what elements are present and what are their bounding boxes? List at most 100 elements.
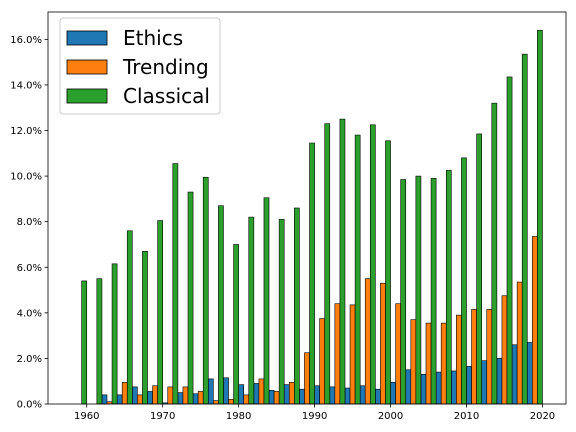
- bar-trending-1967: [137, 394, 143, 405]
- bar-ethics-1991: [314, 385, 320, 405]
- bar-classical-1979: [233, 244, 239, 405]
- bar-classical-2019: [537, 29, 543, 405]
- legend-swatch-ethics: [66, 30, 108, 46]
- bar-ethics-1967: [132, 386, 138, 405]
- bar-classical-1973: [187, 191, 194, 405]
- bar-trending-2005: [425, 322, 432, 405]
- bar-classical-1991: [324, 123, 331, 405]
- bar-classical-1989: [309, 142, 315, 405]
- bar-ethics-1995: [344, 387, 351, 405]
- bar-ethics-1987: [283, 384, 290, 405]
- bar-classical-1975: [202, 176, 209, 405]
- bar-trending-1985: [273, 391, 280, 405]
- bar-trending-1991: [319, 318, 326, 405]
- bar-ethics-1999: [375, 388, 381, 405]
- bar-classical-2007: [445, 170, 452, 405]
- legend-label-classical: Classical: [123, 84, 210, 108]
- y-tick-label: 0.0%: [17, 400, 42, 411]
- bar-trending-1999: [380, 282, 386, 405]
- legend-swatch-classical: [66, 88, 108, 104]
- y-tick-label: 14.0%: [10, 80, 42, 91]
- bar-classical-2003: [415, 175, 422, 405]
- bar-classical-1967: [142, 251, 148, 405]
- bar-classical-2005: [430, 178, 437, 405]
- bar-ethics-1997: [359, 385, 366, 405]
- bar-classical-1985: [278, 219, 285, 405]
- x-tick-label: 1970: [150, 411, 175, 422]
- bar-trending-1983: [258, 378, 265, 405]
- bar-ethics-1981: [238, 384, 245, 405]
- bar-ethics-1989: [299, 388, 305, 405]
- x-tick-label: 2000: [378, 411, 403, 422]
- bar-ethics-2007: [435, 371, 442, 405]
- bar-classical-1993: [339, 118, 346, 405]
- bar-ethics-1975: [192, 393, 199, 405]
- y-tick-label: 16.0%: [10, 35, 42, 46]
- bar-ethics-1965: [116, 394, 123, 405]
- bar-classical-2015: [506, 76, 513, 405]
- bar-trending-2019: [532, 236, 538, 405]
- bar-trending-1981: [243, 394, 250, 405]
- bar-ethics-2011: [466, 366, 472, 405]
- bar-trending-2013: [486, 309, 493, 405]
- bar-trending-1995: [349, 304, 356, 405]
- y-tick-label: 6.0%: [17, 263, 42, 274]
- legend: Ethics Trending Classical: [59, 17, 221, 115]
- bar-classical-1981: [248, 216, 255, 405]
- bar-classical-2013: [491, 102, 498, 405]
- bar-classical-1969: [157, 220, 163, 405]
- bar-classical-1965: [126, 230, 133, 405]
- bar-trending-1993: [334, 303, 341, 405]
- y-axis: 0.0% 2.0% 4.0% 6.0% 8.0% 10.0% 12.0% 14.0% 16.0%: [10, 35, 48, 411]
- bar-ethics-2013: [481, 360, 488, 405]
- bar-classical-1961: [96, 278, 103, 405]
- bar-ethics-2019: [526, 342, 533, 405]
- bar-ethics-2001: [390, 382, 396, 405]
- bar-ethics-2017: [511, 344, 518, 405]
- bar-ethics-2005: [420, 374, 427, 405]
- x-tick-label: 2010: [454, 411, 479, 422]
- bar-trending-1987: [288, 382, 295, 405]
- bar-trending-1969: [152, 385, 158, 405]
- legend-swatch-trending: [66, 59, 108, 75]
- bar-classical-1999: [385, 140, 391, 405]
- bar-classical-1959: [81, 280, 88, 405]
- bar-classical-2017: [521, 53, 528, 405]
- bar-trending-1979: [228, 399, 234, 405]
- bar-ethics-1973: [177, 392, 184, 405]
- bar-classical-2009: [461, 157, 467, 405]
- x-tick-label: 2020: [530, 411, 555, 422]
- bar-trending-1971: [167, 386, 174, 405]
- bar-ethics-2003: [405, 369, 412, 405]
- legend-label-trending: Trending: [122, 55, 209, 79]
- bar-trending-2011: [471, 309, 477, 405]
- bar-classical-2011: [476, 133, 482, 405]
- bar-trending-2007: [440, 322, 447, 405]
- bar-ethics-1977: [207, 378, 214, 405]
- bar-ethics-1983: [253, 383, 260, 405]
- bar-classical-1987: [294, 207, 300, 405]
- bar-trending-2015: [501, 295, 508, 405]
- bar-classical-1977: [218, 205, 224, 405]
- bar-trending-2003: [410, 319, 417, 405]
- y-tick-label: 12.0%: [10, 126, 42, 137]
- bar-classical-1963: [111, 263, 118, 405]
- bar-trending-1989: [304, 352, 310, 405]
- bar-ethics-2009: [451, 370, 457, 405]
- bar-ethics-1963: [101, 394, 108, 405]
- bar-trending-2017: [516, 281, 523, 405]
- bar-trending-2009: [456, 314, 462, 405]
- x-tick-label: 1960: [74, 411, 99, 422]
- legend-label-ethics: Ethics: [123, 26, 183, 50]
- bar-ethics-1985: [268, 390, 275, 405]
- bar-trending-1977: [213, 400, 219, 405]
- y-tick-label: 4.0%: [17, 308, 42, 319]
- x-tick-label: 1980: [226, 411, 251, 422]
- bar-classical-2001: [400, 179, 407, 405]
- bar-classical-1971: [172, 163, 179, 405]
- bar-ethics-1993: [329, 386, 336, 405]
- plot-frame: [47, 11, 567, 405]
- bar-ethics-1969: [147, 391, 153, 405]
- y-tick-label: 10.0%: [10, 172, 42, 183]
- bar-trending-1997: [364, 278, 371, 405]
